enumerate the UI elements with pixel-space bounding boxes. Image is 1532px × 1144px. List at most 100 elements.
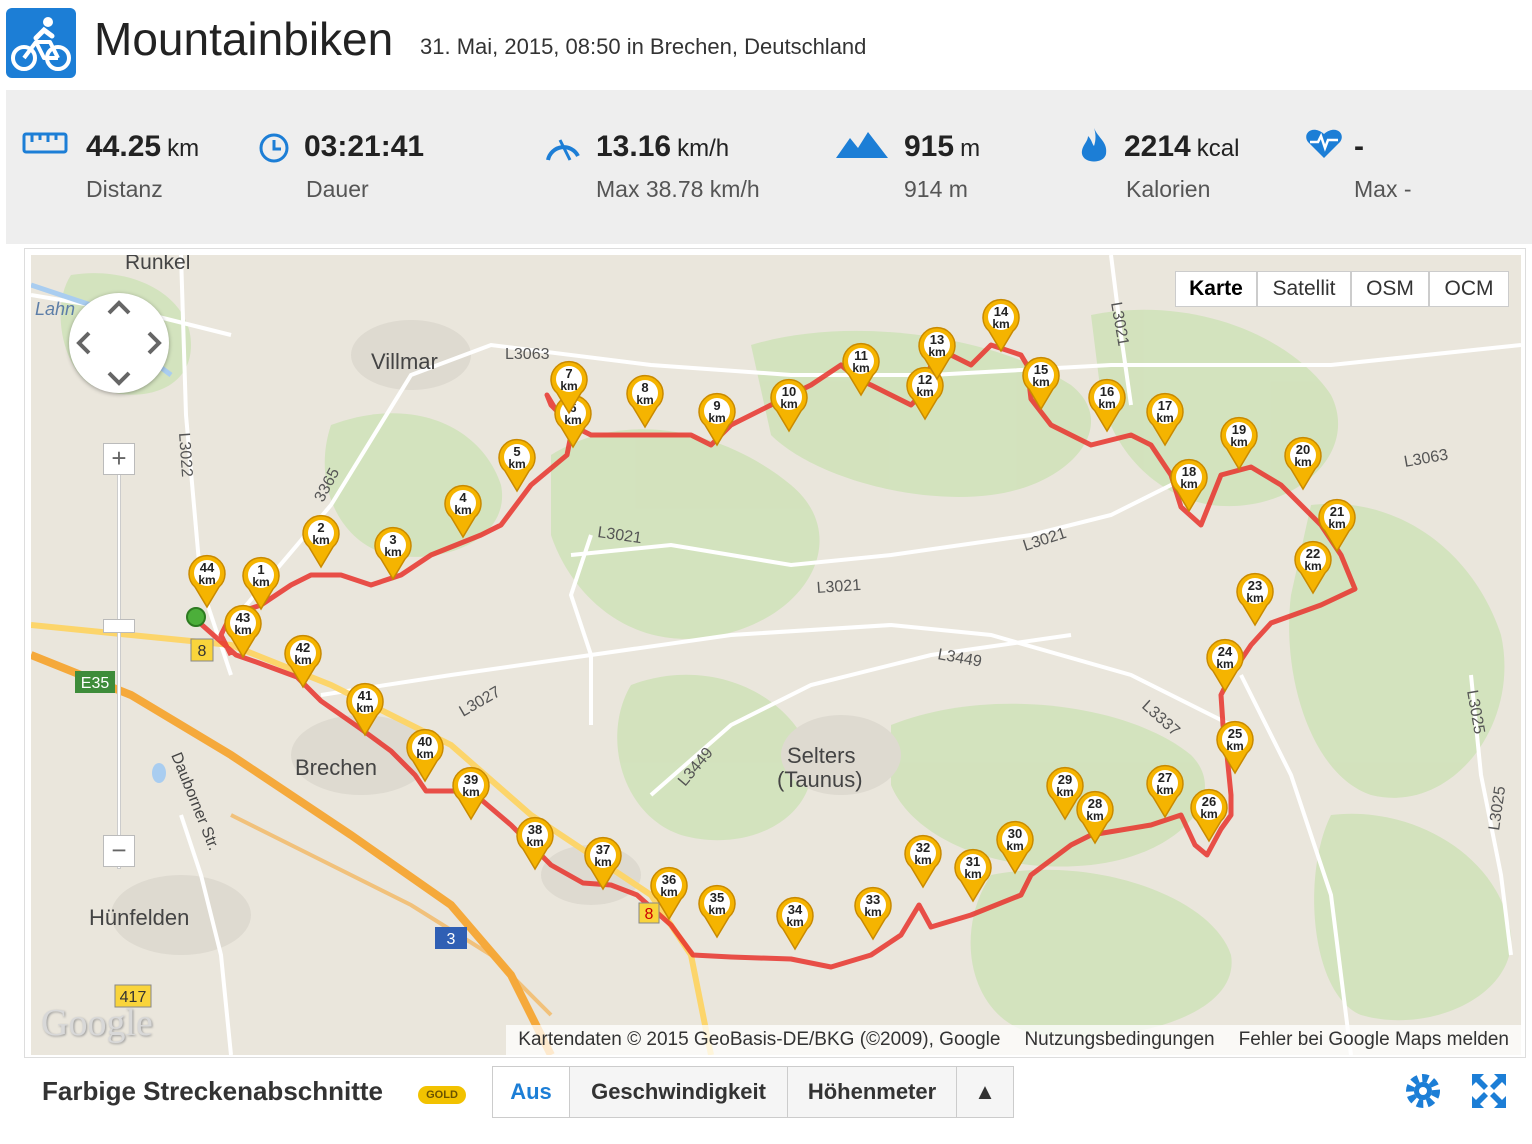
place-selters: Selters: [787, 743, 855, 768]
km-marker-number: 34: [788, 902, 803, 917]
fullscreen-icon[interactable]: [1468, 1070, 1510, 1112]
zoom-out-button[interactable]: −: [103, 835, 135, 867]
maptype-ocm[interactable]: OCM: [1429, 271, 1509, 307]
km-marker-number: 2: [317, 520, 324, 535]
segment-option-elevation[interactable]: Höhenmeter: [787, 1066, 957, 1118]
segment-option-off[interactable]: Aus: [492, 1066, 570, 1118]
road-e35: E35: [81, 675, 110, 692]
ruler-icon: [22, 126, 72, 166]
activity-date-location: 31. Mai, 2015, 08:50 in Brechen, Deutsch…: [420, 34, 867, 59]
km-marker-number: 11: [854, 348, 868, 363]
km-marker-number: 33: [866, 892, 880, 907]
km-marker-number: 20: [1296, 442, 1310, 457]
km-marker-unit: km: [708, 903, 725, 917]
km-marker-unit: km: [1328, 517, 1345, 531]
km-marker-number: 14: [994, 304, 1009, 319]
km-marker[interactable]: 7km: [550, 360, 588, 415]
maptype-satellit[interactable]: Satellit: [1257, 271, 1351, 307]
km-marker-unit: km: [384, 545, 401, 559]
km-marker-unit: km: [914, 853, 931, 867]
report-error-link[interactable]: Fehler bei Google Maps melden: [1238, 1029, 1509, 1050]
km-marker-unit: km: [916, 385, 933, 399]
road-l3027: L3027: [457, 683, 504, 720]
km-marker-unit: km: [416, 747, 433, 761]
gold-badge: GOLD: [418, 1086, 466, 1104]
zoom-slider-handle[interactable]: [103, 619, 135, 633]
stats-bar: 44.25 km Distanz 03:21:41 Dauer 13.16 km/h…: [6, 90, 1532, 244]
km-marker-number: 44: [200, 560, 215, 575]
km-marker[interactable]: 5km: [498, 438, 536, 493]
maptype-osm[interactable]: OSM: [1351, 271, 1429, 307]
road-b8-west: 8: [198, 643, 207, 660]
distance-value: 44.25: [86, 130, 162, 163]
max-heart-rate-label: Max -: [1354, 176, 1412, 202]
terms-link[interactable]: Nutzungsbedingungen: [1024, 1029, 1215, 1050]
km-marker-number: 19: [1232, 422, 1246, 437]
km-marker-number: 27: [1158, 770, 1172, 785]
km-marker-unit: km: [198, 573, 215, 587]
km-marker[interactable]: 1km: [242, 556, 280, 611]
gear-icon[interactable]: [1402, 1070, 1444, 1112]
zoom-in-button[interactable]: +: [103, 443, 135, 475]
km-marker[interactable]: 8km: [626, 374, 664, 429]
segment-option-speed[interactable]: Geschwindigkeit: [569, 1066, 788, 1118]
pan-right-icon: [147, 331, 162, 355]
km-marker[interactable]: 3km: [374, 526, 412, 581]
km-marker[interactable]: 2km: [302, 514, 340, 569]
pan-control[interactable]: [69, 293, 169, 393]
km-marker-number: 22: [1306, 546, 1320, 561]
duration-label: Dauer: [306, 176, 369, 202]
segment-color-title: Farbige Streckenabschnitte: [42, 1076, 383, 1106]
km-marker-unit: km: [992, 317, 1009, 331]
km-marker[interactable]: 9km: [698, 392, 736, 447]
maptype-karte[interactable]: Karte: [1175, 271, 1257, 307]
stat-distance: 44.25 km Distanz: [22, 126, 242, 216]
stat-speed: 13.16 km/h Max 38.78 km/h: [544, 126, 824, 216]
zoom-slider-track[interactable]: [117, 461, 121, 869]
km-marker-unit: km: [636, 393, 653, 407]
route-map[interactable]: 1km2km3km4km5km6km7km8km9km10km11km12km1…: [31, 255, 1521, 1055]
km-marker-number: 17: [1158, 398, 1172, 413]
km-marker-number: 25: [1228, 726, 1242, 741]
stat-duration: 03:21:41 Dauer: [258, 126, 518, 216]
page-title: Mountainbiken: [94, 13, 394, 65]
segment-expand-button[interactable]: ▲: [956, 1066, 1014, 1118]
km-marker[interactable]: 4km: [444, 484, 482, 539]
km-marker-unit: km: [1226, 739, 1243, 753]
